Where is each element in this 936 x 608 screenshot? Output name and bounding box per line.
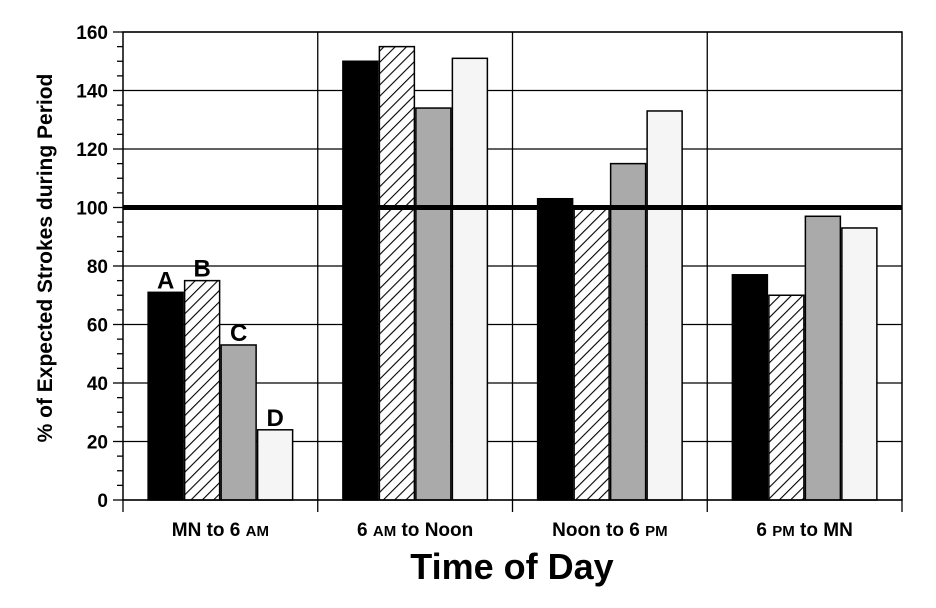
bar-B-0 (183, 279, 221, 501)
category-label-part: to Noon (396, 520, 473, 541)
bar-D-3 (841, 227, 878, 501)
category-label-part: PM (772, 523, 795, 540)
category-label-part: MN to 6 (172, 520, 246, 541)
bar-C-3 (804, 215, 842, 501)
bar-B-3 (768, 294, 805, 501)
bar-C-0 (220, 344, 257, 501)
bar-A-0 (147, 291, 184, 501)
bar-B-2 (573, 206, 610, 501)
series-label-B: B (193, 256, 210, 283)
bar-D-0 (256, 429, 294, 501)
bars (147, 45, 878, 501)
x-category-label-1: 6 AM to Noon (357, 520, 473, 541)
labels: Time of Day % of Expected Strokes during… (34, 23, 853, 587)
series-label-C: C (230, 320, 247, 347)
y-tick-label-0: 0 (97, 491, 108, 512)
y-tick-label-120: 120 (76, 140, 108, 161)
y-tick-label-40: 40 (87, 374, 108, 395)
series-label-A: A (157, 267, 174, 294)
axes (113, 31, 903, 512)
category-label-part: 6 (756, 520, 772, 541)
bar-C-2 (609, 162, 647, 501)
category-label-part: AM (373, 523, 396, 540)
y-tick-label-20: 20 (87, 433, 108, 454)
category-label-part: PM (645, 523, 668, 540)
bar-A-2 (536, 197, 574, 501)
bar-A-3 (731, 274, 769, 501)
y-tick-label-160: 160 (76, 23, 108, 44)
x-category-label-3: 6 PM to MN (756, 520, 852, 541)
series-label-D: D (266, 405, 283, 432)
category-label-part: 6 (357, 520, 373, 541)
category-label-part: AM (246, 523, 269, 540)
x-axis-title: Time of Day (410, 546, 613, 587)
bar-B-1 (378, 45, 416, 501)
y-tick-label-140: 140 (76, 82, 108, 103)
category-label-part: Noon to 6 (552, 520, 645, 541)
y-tick-label-100: 100 (76, 199, 108, 220)
y-axis-title: % of Expected Strokes during Period (34, 74, 57, 443)
bar-D-1 (451, 57, 489, 501)
bar-D-2 (646, 110, 683, 501)
bar-C-1 (415, 107, 452, 501)
x-category-label-0: MN to 6 AM (172, 520, 269, 541)
category-label-part: to MN (795, 520, 853, 541)
bar-A-1 (342, 60, 379, 501)
y-tick-label-60: 60 (87, 316, 108, 337)
x-category-label-2: Noon to 6 PM (552, 520, 667, 541)
y-tick-label-80: 80 (87, 257, 108, 278)
